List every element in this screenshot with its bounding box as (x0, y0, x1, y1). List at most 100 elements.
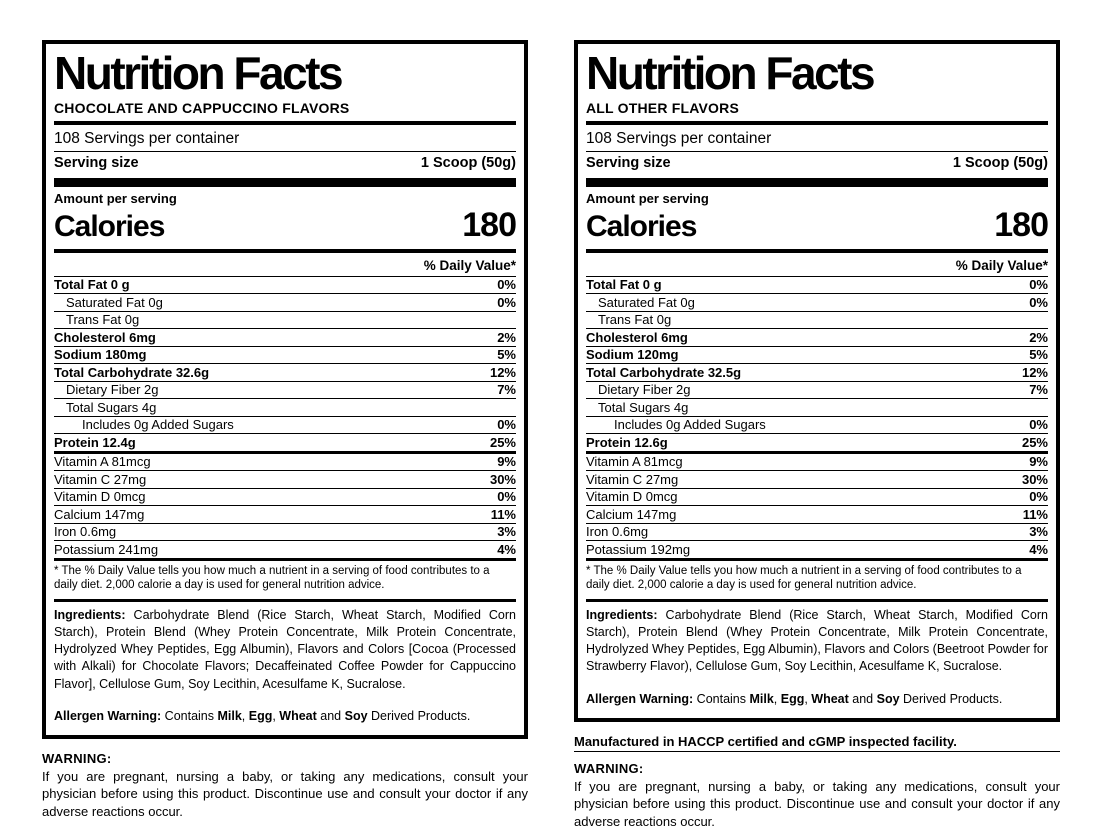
allergen-warning: Allergen Warning: Contains Milk, Egg, Wh… (586, 692, 1048, 706)
below-panel-notes: Manufactured in HACCP certified and cGMP… (574, 734, 1060, 830)
nutrient-daily-value: 0% (1029, 277, 1048, 293)
nutrient-name: Total Fat 0 g (54, 277, 130, 293)
calories-value: 180 (994, 205, 1049, 244)
serving-size-row: Serving size 1 Scoop (50g) (586, 152, 1048, 175)
nutrient-row: Includes 0g Added Sugars 0% (586, 417, 1048, 435)
text-segment: Milk (749, 691, 774, 706)
text-segment: Ingredients: (586, 607, 658, 622)
nutrient-name: Dietary Fiber 2g (598, 382, 691, 398)
nutrient-daily-value: 3% (1029, 524, 1048, 540)
nutrient-name: Cholesterol 6mg (586, 329, 688, 345)
text-segment: and (316, 708, 345, 723)
text-segment: and (848, 691, 877, 706)
nutrient-name: Iron 0.6mg (586, 524, 649, 540)
nutrient-row: Total Carbohydrate 32.5g 12% (586, 364, 1048, 382)
nutrient-row: Sodium 120mg 5% (586, 347, 1048, 365)
calories-row: Calories 180 (586, 205, 1049, 247)
nutrient-name: Total Carbohydrate 32.5g (586, 364, 742, 380)
nutrient-name: Sodium 180mg (54, 347, 147, 363)
divider-medium (54, 598, 516, 602)
serving-size-label: Serving size (586, 154, 671, 171)
nutrient-daily-value: 2% (1029, 329, 1048, 345)
ingredients-text: Ingredients: Carbohydrate Blend (Rice St… (54, 607, 516, 693)
nutrient-row: Includes 0g Added Sugars 0% (54, 417, 516, 435)
serving-size-value: 1 Scoop (50g) (420, 154, 516, 171)
nutrient-row: Trans Fat 0g (54, 312, 516, 330)
calories-label: Calories (54, 209, 165, 243)
nutrient-row: Dietary Fiber 2g 7% (586, 382, 1048, 400)
nutrient-daily-value: 4% (497, 541, 516, 557)
nutrient-row: Cholesterol 6mg 2% (586, 329, 1048, 347)
text-segment: Wheat (811, 691, 849, 706)
text-segment: , (804, 691, 812, 706)
nutrient-daily-value: 25% (489, 434, 516, 450)
nutrient-name: Vitamin A 81mcg (54, 454, 151, 470)
nutrient-daily-value: 0% (1029, 294, 1048, 310)
text-segment: , (272, 708, 280, 723)
serving-size-label: Serving size (54, 154, 139, 171)
warning-title: WARNING: (574, 760, 644, 776)
nutrient-row: Total Fat 0 g 0% (586, 277, 1048, 295)
nutrient-name: Saturated Fat 0g (66, 294, 163, 310)
nutrient-name: Trans Fat 0g (598, 312, 672, 328)
nutrient-name: Trans Fat 0g (66, 312, 140, 328)
daily-value-header: % Daily Value* (586, 256, 1048, 277)
text-segment: Contains (161, 708, 218, 723)
nutrient-row: Calcium 147mg 11% (54, 506, 516, 524)
nutrient-row: Total Sugars 4g (54, 399, 516, 417)
nutrient-row: Vitamin C 27mg 30% (54, 471, 516, 489)
text-segment: Soy (876, 691, 900, 706)
text-segment: Derived Products. (899, 691, 1003, 706)
nutrient-daily-value: 0% (497, 489, 516, 505)
divider-medium (586, 248, 1048, 253)
daily-value-footnote: * The % Daily Value tells you how much a… (54, 564, 490, 592)
nutrient-name: Vitamin C 27mg (586, 471, 679, 487)
text-segment: Milk (217, 708, 242, 723)
nutrient-row: Dietary Fiber 2g 7% (54, 382, 516, 400)
nutrient-name: Calcium 147mg (54, 506, 145, 522)
calories-label: Calories (586, 209, 697, 243)
nutrient-daily-value: 30% (489, 471, 516, 487)
nutrient-name: Protein 12.4g (54, 434, 136, 450)
daily-value-footnote: * The % Daily Value tells you how much a… (586, 564, 1022, 592)
nutrient-name: Calcium 147mg (586, 506, 677, 522)
nutrient-row: Cholesterol 6mg 2% (54, 329, 516, 347)
nutrient-name: Vitamin A 81mcg (586, 454, 683, 470)
nutrient-row: Vitamin A 81mcg 9% (586, 454, 1048, 472)
nutrient-row: Iron 0.6mg 3% (586, 524, 1048, 542)
nutrient-row: Saturated Fat 0g 0% (54, 294, 516, 312)
nutrient-daily-value: 5% (497, 347, 516, 363)
text-segment: Contains (693, 691, 750, 706)
text-segment: , (241, 708, 249, 723)
nutrient-name: Saturated Fat 0g (598, 294, 695, 310)
nutrient-row: Iron 0.6mg 3% (54, 524, 516, 542)
nutrient-daily-value: 2% (497, 329, 516, 345)
divider-thick (586, 177, 1048, 187)
nutrient-row: Vitamin D 0mcg 0% (586, 489, 1048, 507)
nutrient-row: Trans Fat 0g (586, 312, 1048, 330)
nutrient-rows: Total Fat 0 g 0% Saturated Fat 0g 0% Trans F… (586, 277, 1048, 561)
nutrient-daily-value: 5% (1029, 347, 1048, 363)
nutrient-row: Vitamin C 27mg 30% (586, 471, 1048, 489)
nutrient-name: Total Carbohydrate 32.6g (54, 364, 210, 380)
nutrient-daily-value: 0% (1029, 489, 1048, 505)
nutrient-daily-value: 3% (497, 524, 516, 540)
divider-medium (586, 120, 1048, 125)
text-segment: Wheat (279, 708, 317, 723)
nutrient-row: Protein 12.6g 25% (586, 434, 1048, 454)
daily-value-header: % Daily Value* (54, 256, 516, 277)
nutrient-row: Potassium 192mg 4% (586, 541, 1048, 561)
nutrient-name: Sodium 120mg (586, 347, 679, 363)
servings-per-container: 108 Servings per container (54, 128, 516, 152)
text-segment: Carbohydrate Blend (Rice Starch, Wheat S… (586, 607, 1049, 674)
calories-row: Calories 180 (54, 206, 517, 247)
nutrient-daily-value: 11% (490, 506, 516, 522)
nutrient-daily-value: 7% (1029, 382, 1048, 398)
serving-size-row: Serving size 1 Scoop (50g) (54, 152, 516, 175)
nutrient-daily-value: 7% (497, 382, 516, 398)
divider-medium (586, 598, 1048, 602)
nutrient-name: Cholesterol 6mg (54, 329, 156, 345)
nutrient-name: Potassium 192mg (586, 541, 691, 557)
text-segment: Derived Products. (367, 708, 471, 723)
